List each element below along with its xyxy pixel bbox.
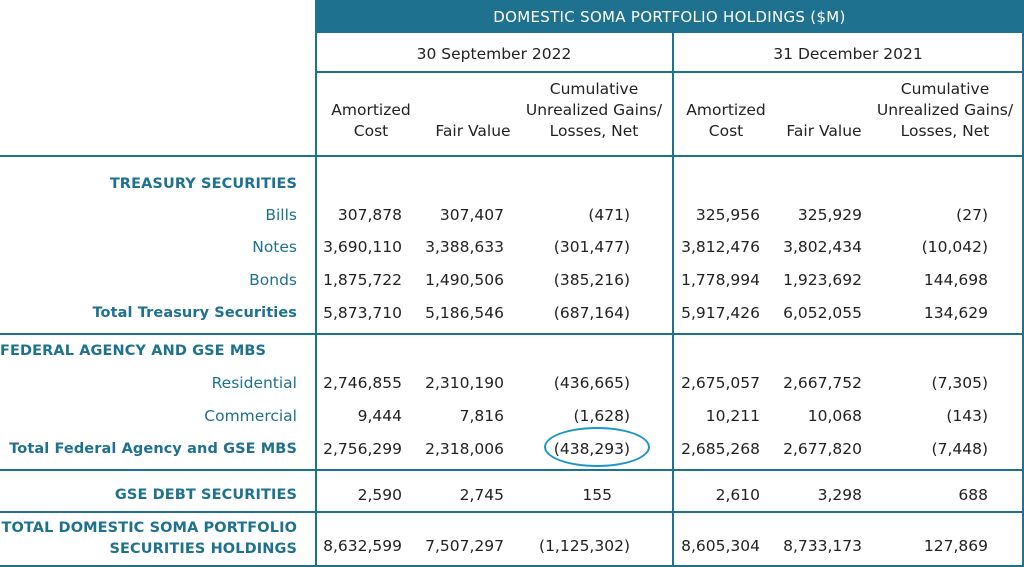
cell-value: 307,878: [337, 206, 402, 224]
cell-value: 1,778,994: [681, 271, 760, 289]
row-label: Residential: [211, 374, 297, 392]
divider: [0, 333, 1024, 335]
cell-value: 144,698: [923, 271, 988, 289]
cell-value: 1,923,692: [783, 271, 862, 289]
row-label: Commercial: [204, 407, 297, 425]
section-heading: TREASURY SECURITIES: [109, 176, 297, 192]
row-label: Notes: [252, 238, 297, 256]
cell-value: 6,052,055: [783, 304, 862, 322]
cell-value: 2,675,057: [681, 374, 760, 392]
cell-value: 127,869: [923, 537, 988, 555]
column-header: Cumulative Unrealized Gains/Losses, Net: [525, 80, 663, 140]
cell-value: 8,605,304: [681, 537, 760, 555]
column-header: Fair Value: [435, 122, 511, 140]
cell-value: 7,507,297: [425, 537, 504, 555]
cell-value: 307,407: [439, 206, 504, 224]
period-header: 31 December 2021: [773, 45, 923, 63]
cell-value: 688: [958, 486, 988, 504]
cell-value: 2,677,820: [783, 440, 862, 458]
cell-value: 2,610: [715, 486, 760, 504]
cell-value: (385,216): [553, 271, 630, 289]
row-label: Total Federal Agency and GSE MBS: [9, 441, 297, 457]
section-heading: FEDERAL AGENCY AND GSE MBS: [0, 343, 267, 359]
cell-value: 1,490,506: [425, 271, 504, 289]
column-header: Amortized Cost: [686, 101, 766, 140]
cell-value: 8,632,599: [323, 537, 402, 555]
cell-value: (436,665): [553, 374, 630, 392]
divider: [0, 511, 1024, 513]
row-label: GSE DEBT SECURITIES: [114, 487, 297, 503]
cell-value: (301,477): [553, 238, 630, 256]
cell-value: 2,318,006: [425, 440, 504, 458]
divider: [316, 71, 1023, 73]
cell-value: (7,448): [931, 440, 988, 458]
cell-value: 2,745: [459, 486, 504, 504]
column-header: Cumulative Unrealized Gains/Losses, Net: [876, 80, 1014, 140]
cell-value: (1,628): [573, 407, 630, 425]
period-header: 30 September 2022: [416, 45, 572, 63]
cell-value: 5,873,710: [323, 304, 402, 322]
row-label: Bills: [265, 206, 297, 224]
cell-value: 2,590: [357, 486, 402, 504]
cell-value: 2,667,752: [783, 374, 862, 392]
cell-value: 10,211: [705, 407, 760, 425]
cell-value: 2,756,299: [323, 440, 402, 458]
divider: [1022, 0, 1024, 567]
row-label: Total Treasury Securities: [92, 305, 297, 321]
cell-value: 5,186,546: [425, 304, 504, 322]
cell-value: 3,298: [817, 486, 862, 504]
cell-value: 9,444: [357, 407, 402, 425]
cell-value: (471): [588, 206, 630, 224]
cell-value: 2,310,190: [425, 374, 504, 392]
cell-value: 3,388,633: [425, 238, 504, 256]
divider: [0, 565, 1024, 567]
cell-value: 10,068: [807, 407, 862, 425]
cell-value: (27): [956, 206, 988, 224]
divider: [0, 469, 1024, 471]
highlight-circle: [544, 427, 650, 467]
row-label: TOTAL DOMESTIC SOMA PORTFOLIO SECURITIES…: [1, 520, 297, 557]
cell-value: 134,629: [923, 304, 988, 322]
divider: [672, 33, 674, 567]
table-title: DOMESTIC SOMA PORTFOLIO HOLDINGS ($M): [316, 0, 1023, 33]
cell-value: (143): [946, 407, 988, 425]
cell-value: 3,812,476: [681, 238, 760, 256]
cell-value: 1,875,722: [323, 271, 402, 289]
cell-value: (687,164): [553, 304, 630, 322]
divider: [315, 0, 317, 567]
cell-value: 325,956: [695, 206, 760, 224]
column-header: Fair Value: [786, 122, 862, 140]
cell-value: 325,929: [797, 206, 862, 224]
cell-value: 2,685,268: [681, 440, 760, 458]
cell-value: 8,733,173: [783, 537, 862, 555]
cell-value: (7,305): [931, 374, 988, 392]
cell-value: (10,042): [921, 238, 988, 256]
cell-value: 5,917,426: [681, 304, 760, 322]
cell-value: 7,816: [459, 407, 504, 425]
cell-value: 155: [582, 486, 612, 504]
cell-value: 3,690,110: [323, 238, 402, 256]
row-label: Bonds: [249, 271, 297, 289]
cell-value: (1,125,302): [539, 537, 630, 555]
divider: [0, 155, 1024, 157]
column-header: Amortized Cost: [331, 101, 411, 140]
cell-value: 3,802,434: [783, 238, 862, 256]
cell-value: 2,746,855: [323, 374, 402, 392]
